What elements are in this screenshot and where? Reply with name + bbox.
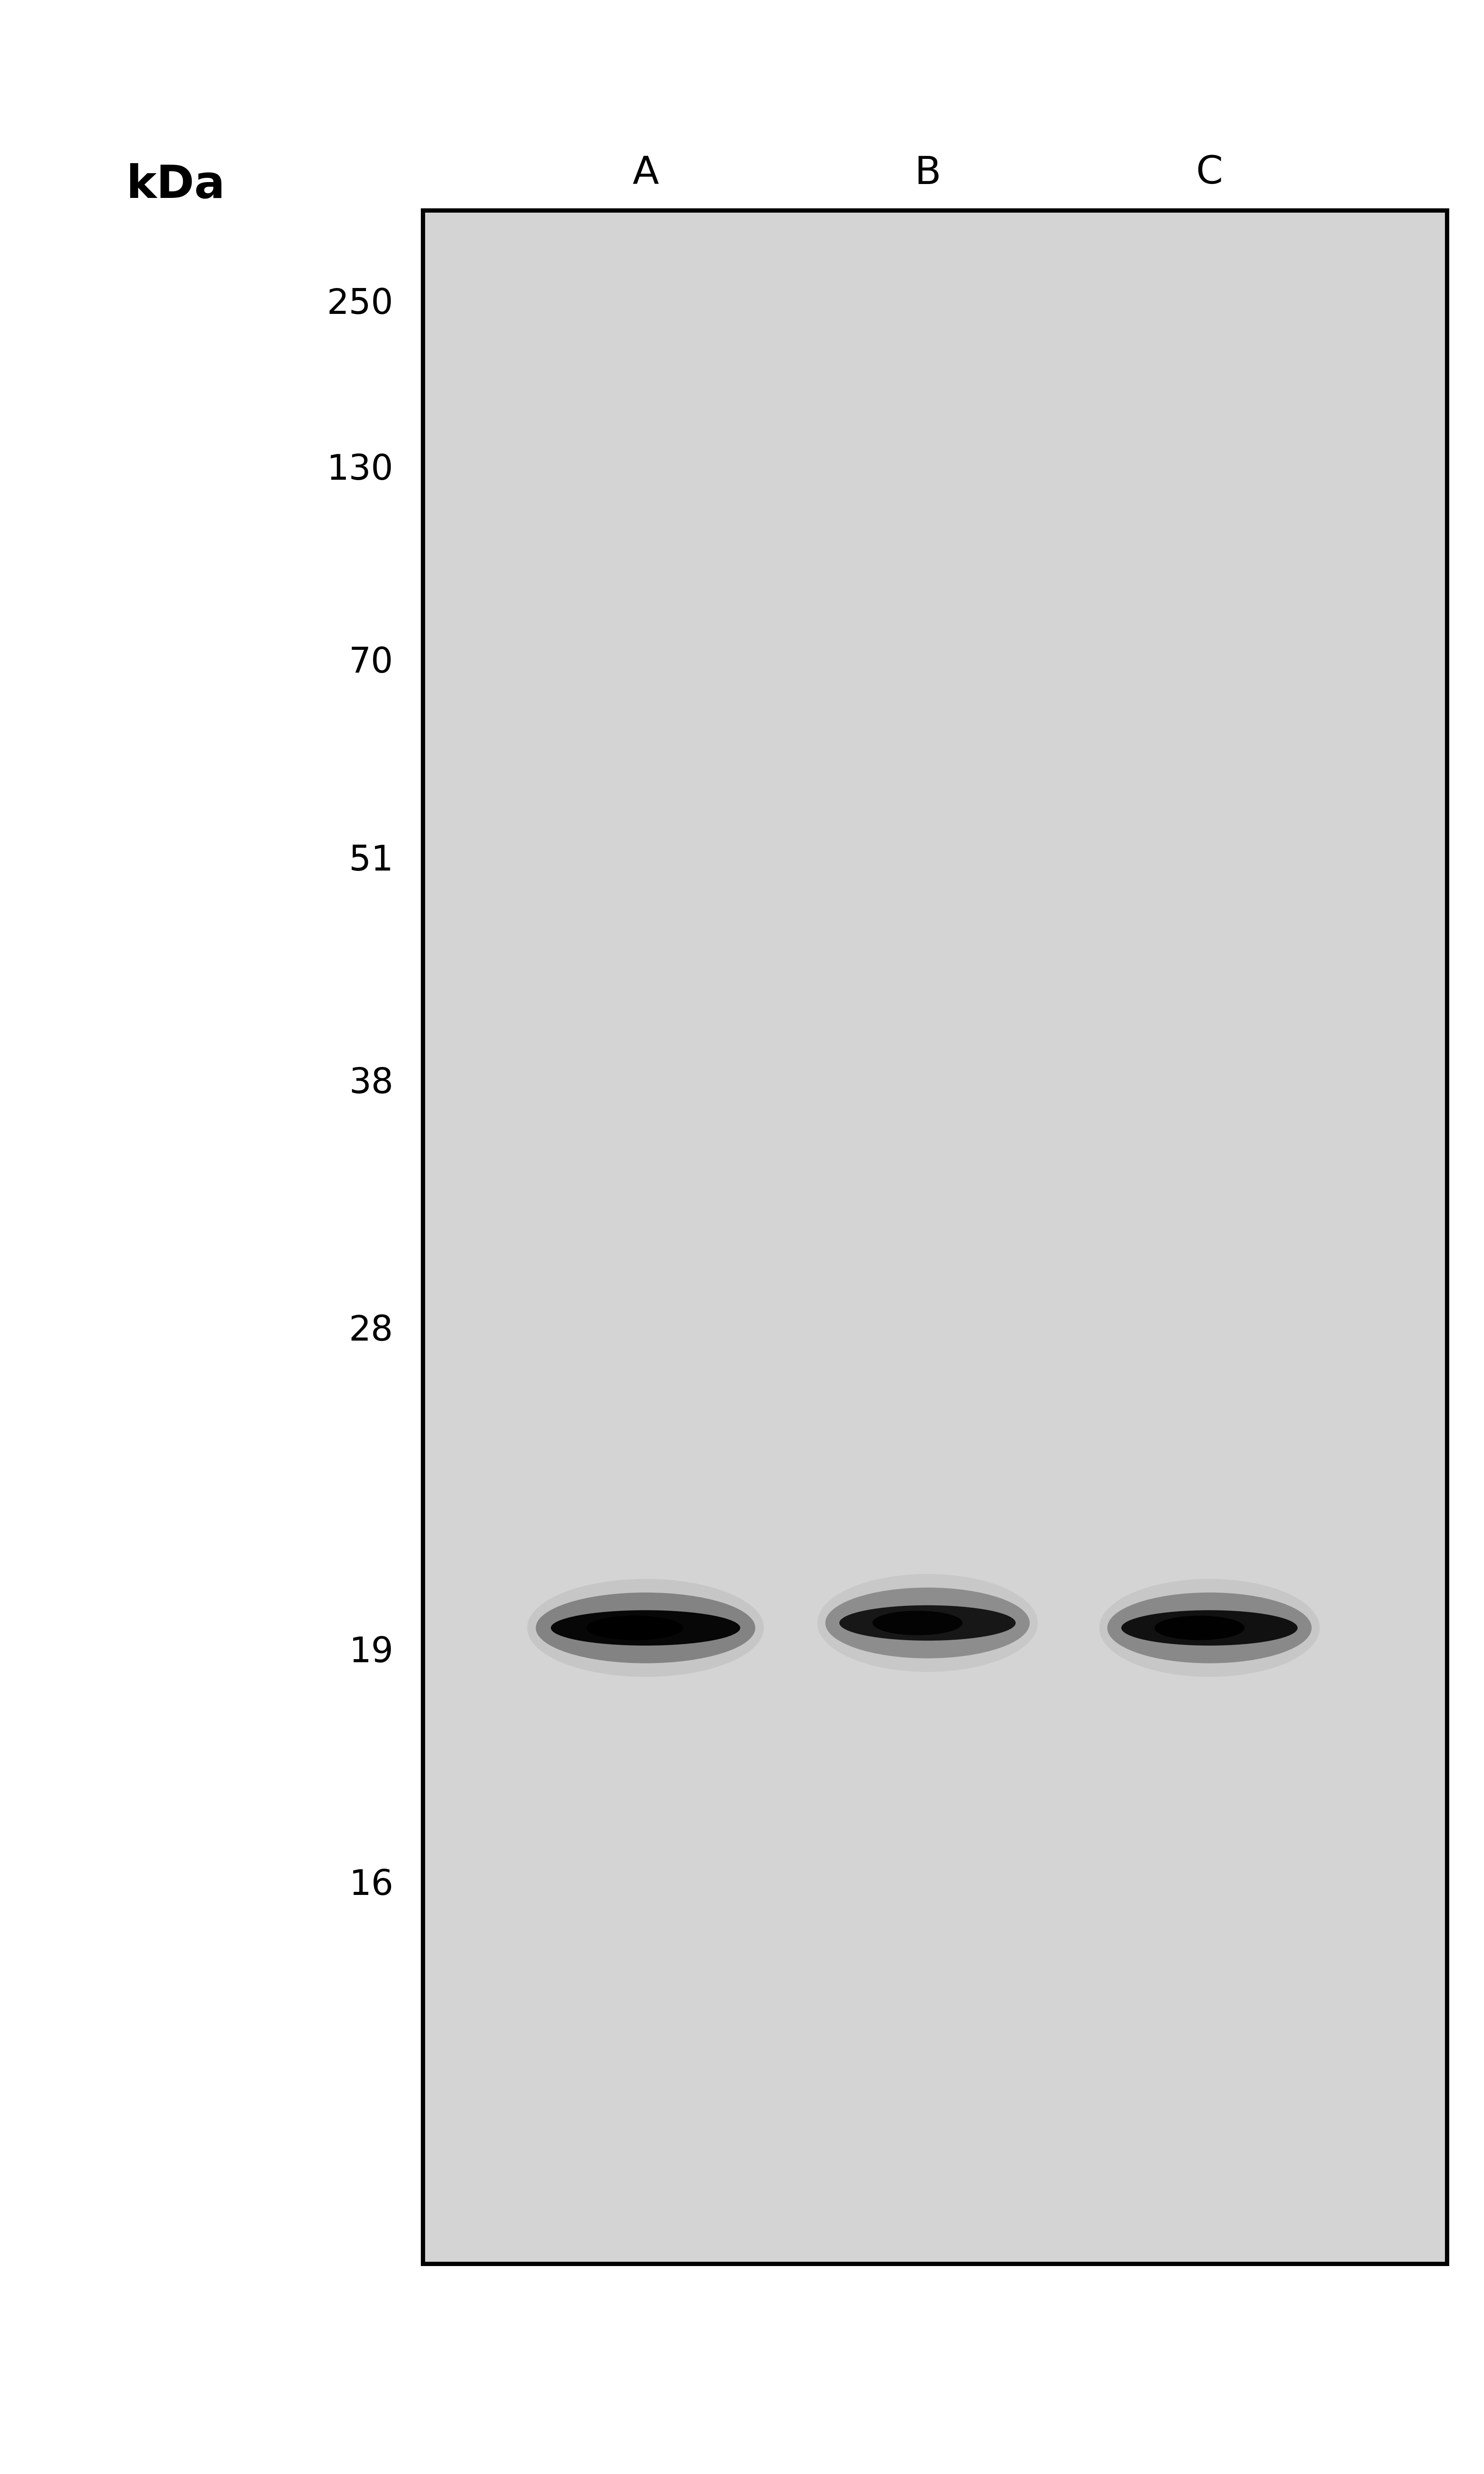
Text: 19: 19 [349,1635,393,1670]
Ellipse shape [825,1588,1030,1658]
Ellipse shape [551,1611,741,1645]
Ellipse shape [536,1593,755,1663]
Text: 130: 130 [326,453,393,487]
Ellipse shape [1155,1616,1245,1640]
Ellipse shape [1100,1578,1319,1677]
Ellipse shape [1122,1611,1297,1645]
Ellipse shape [1107,1593,1312,1663]
Text: 16: 16 [349,1868,393,1903]
Ellipse shape [527,1578,764,1677]
Text: 28: 28 [349,1314,393,1348]
Ellipse shape [818,1573,1037,1672]
Ellipse shape [840,1606,1015,1640]
Text: C: C [1196,153,1223,193]
Text: B: B [914,153,941,193]
Text: A: A [632,153,659,193]
FancyBboxPatch shape [423,210,1447,2264]
Text: kDa: kDa [126,163,226,208]
Text: 250: 250 [326,287,393,322]
Ellipse shape [586,1616,683,1640]
Ellipse shape [873,1611,963,1635]
Text: 51: 51 [349,844,393,878]
Text: 70: 70 [349,646,393,680]
Text: 38: 38 [349,1066,393,1101]
